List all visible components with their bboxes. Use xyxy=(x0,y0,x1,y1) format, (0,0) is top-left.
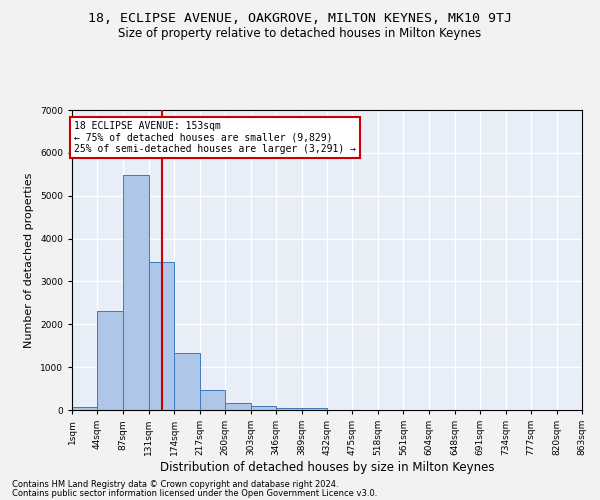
Bar xyxy=(251,406,276,410)
Bar xyxy=(302,408,327,410)
Text: Contains public sector information licensed under the Open Government Licence v3: Contains public sector information licen… xyxy=(12,488,377,498)
X-axis label: Distribution of detached houses by size in Milton Keynes: Distribution of detached houses by size … xyxy=(160,461,494,474)
Bar xyxy=(200,390,225,410)
Bar xyxy=(123,175,149,410)
Text: Size of property relative to detached houses in Milton Keynes: Size of property relative to detached ho… xyxy=(118,28,482,40)
Bar xyxy=(175,354,200,410)
Text: 18 ECLIPSE AVENUE: 153sqm
← 75% of detached houses are smaller (9,829)
25% of se: 18 ECLIPSE AVENUE: 153sqm ← 75% of detac… xyxy=(74,120,356,154)
Bar xyxy=(225,404,251,410)
Text: 18, ECLIPSE AVENUE, OAKGROVE, MILTON KEYNES, MK10 9TJ: 18, ECLIPSE AVENUE, OAKGROVE, MILTON KEY… xyxy=(88,12,512,26)
Bar xyxy=(72,407,97,410)
Bar xyxy=(276,408,302,410)
Text: Contains HM Land Registry data © Crown copyright and database right 2024.: Contains HM Land Registry data © Crown c… xyxy=(12,480,338,489)
Bar xyxy=(149,262,175,410)
Y-axis label: Number of detached properties: Number of detached properties xyxy=(25,172,34,348)
Bar xyxy=(97,312,123,410)
